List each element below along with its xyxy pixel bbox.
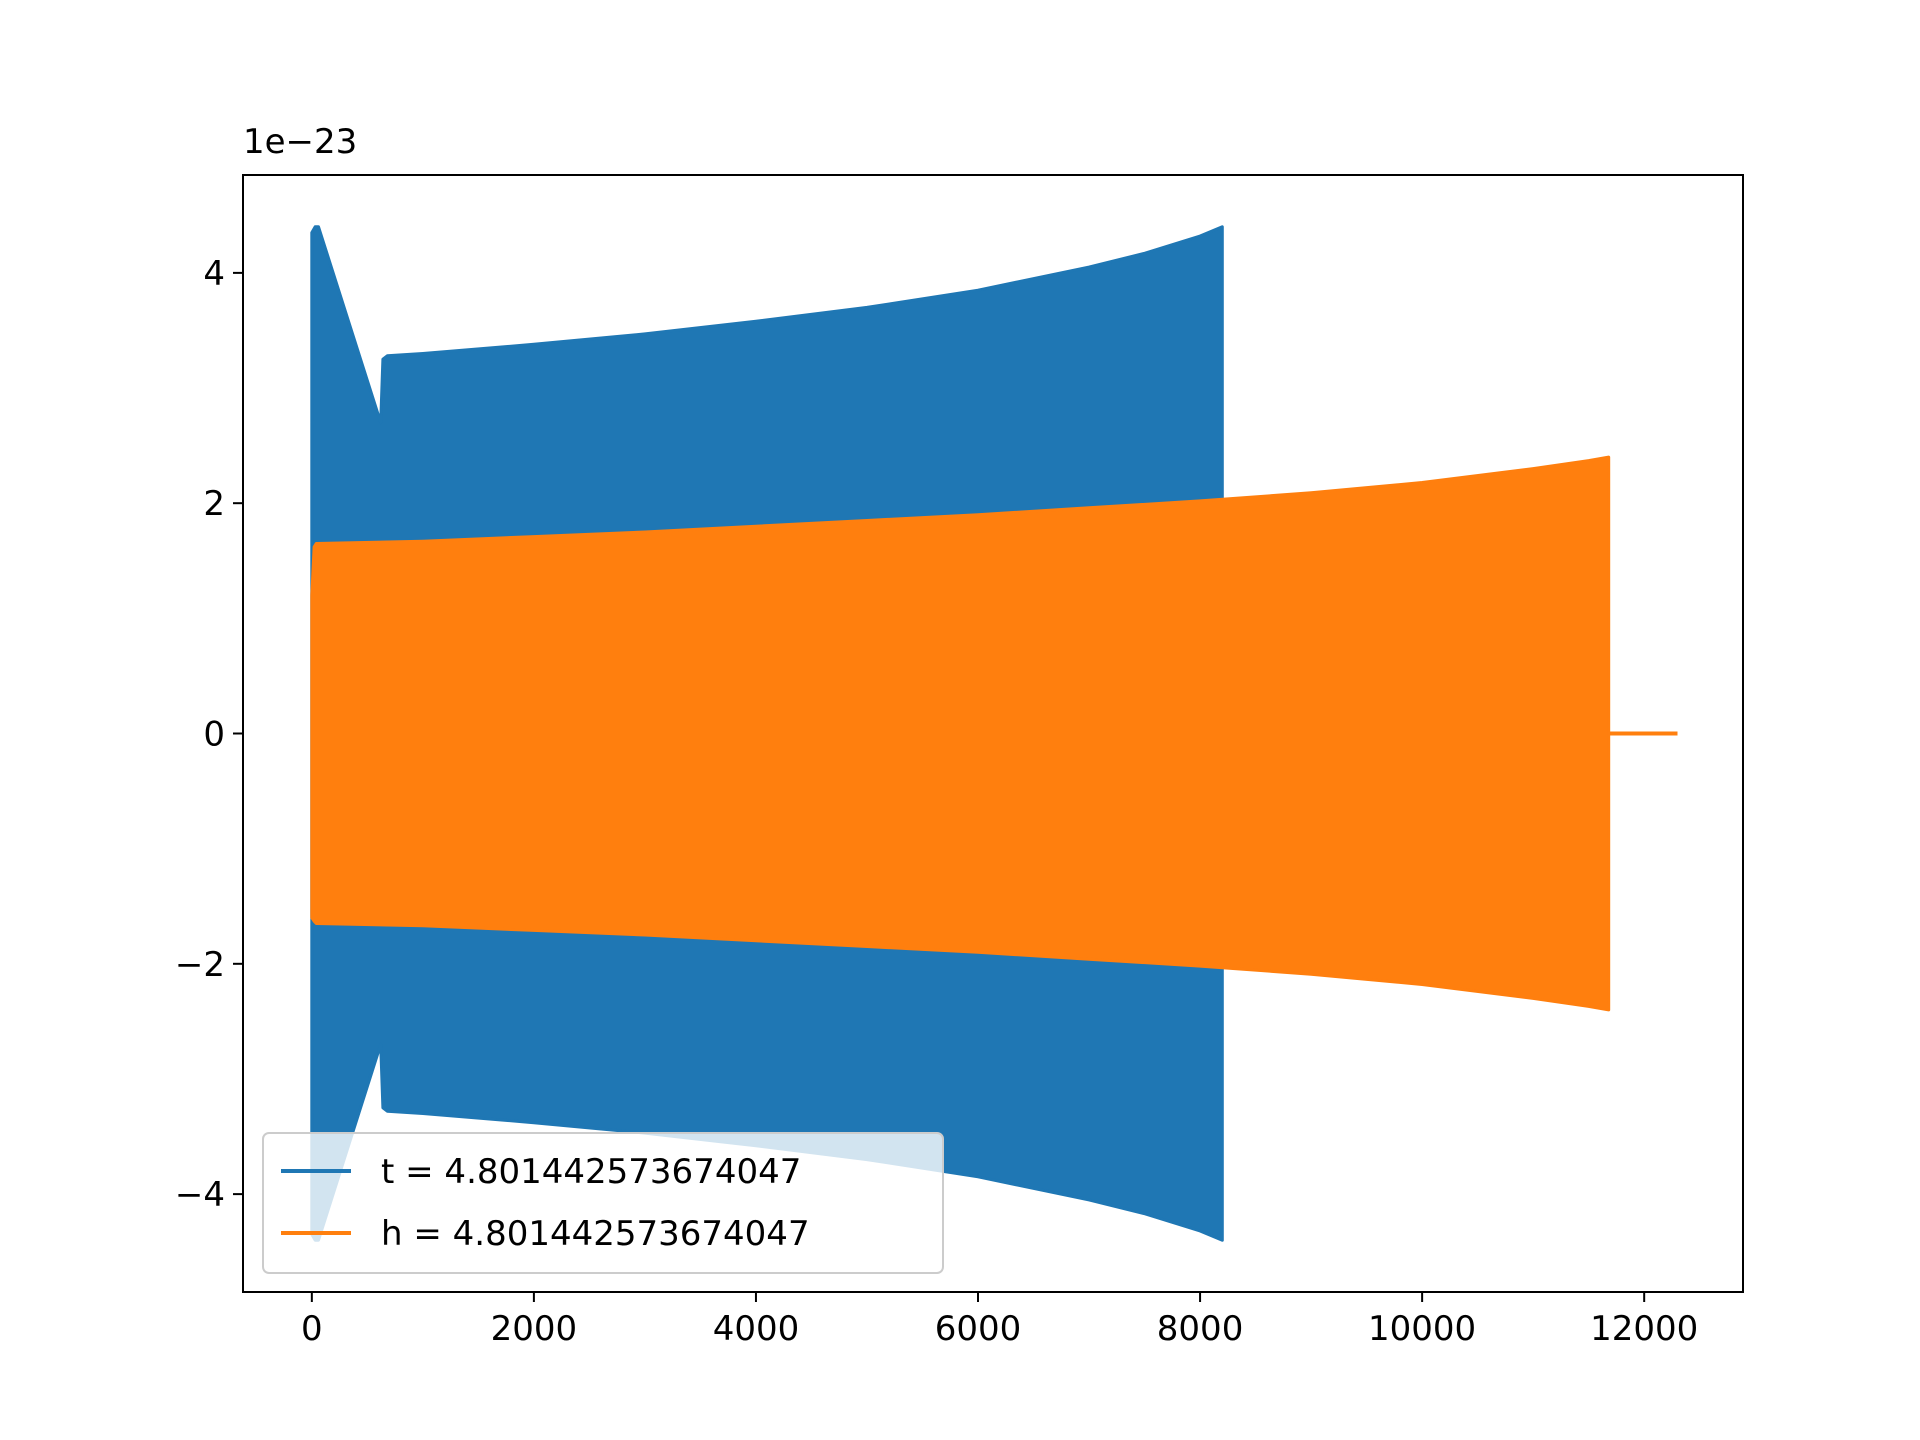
legend-box — [262, 1132, 944, 1274]
x-tick-label: 12000 — [1590, 1309, 1698, 1349]
x-tick-label: 6000 — [935, 1309, 1022, 1349]
x-tick-label: 0 — [301, 1309, 323, 1349]
y-offset-label: 1e−23 — [243, 122, 357, 162]
y-axis: −4 −2 0 2 4 — [175, 254, 243, 1215]
y-tick-label: 0 — [203, 715, 225, 755]
legend-label-0: t = 4.801442573674047 — [381, 1152, 801, 1192]
plot-area — [310, 225, 1678, 1242]
x-tick-label: 4000 — [713, 1309, 800, 1349]
y-tick-label: 2 — [203, 484, 225, 524]
series-1-band — [310, 455, 1611, 1012]
y-tick-label: −4 — [175, 1175, 225, 1215]
y-tick-label: 4 — [203, 254, 225, 294]
legend: t = 4.801442573674047 h = 4.8014425736740… — [262, 1132, 944, 1274]
x-tick-label: 8000 — [1157, 1309, 1244, 1349]
legend-label-1: h = 4.801442573674047 — [381, 1214, 810, 1254]
x-tick-label: 10000 — [1368, 1309, 1476, 1349]
x-axis: 0 2000 4000 6000 8000 10000 12000 — [301, 1292, 1698, 1349]
y-tick-label: −2 — [175, 945, 225, 985]
x-tick-label: 2000 — [491, 1309, 578, 1349]
